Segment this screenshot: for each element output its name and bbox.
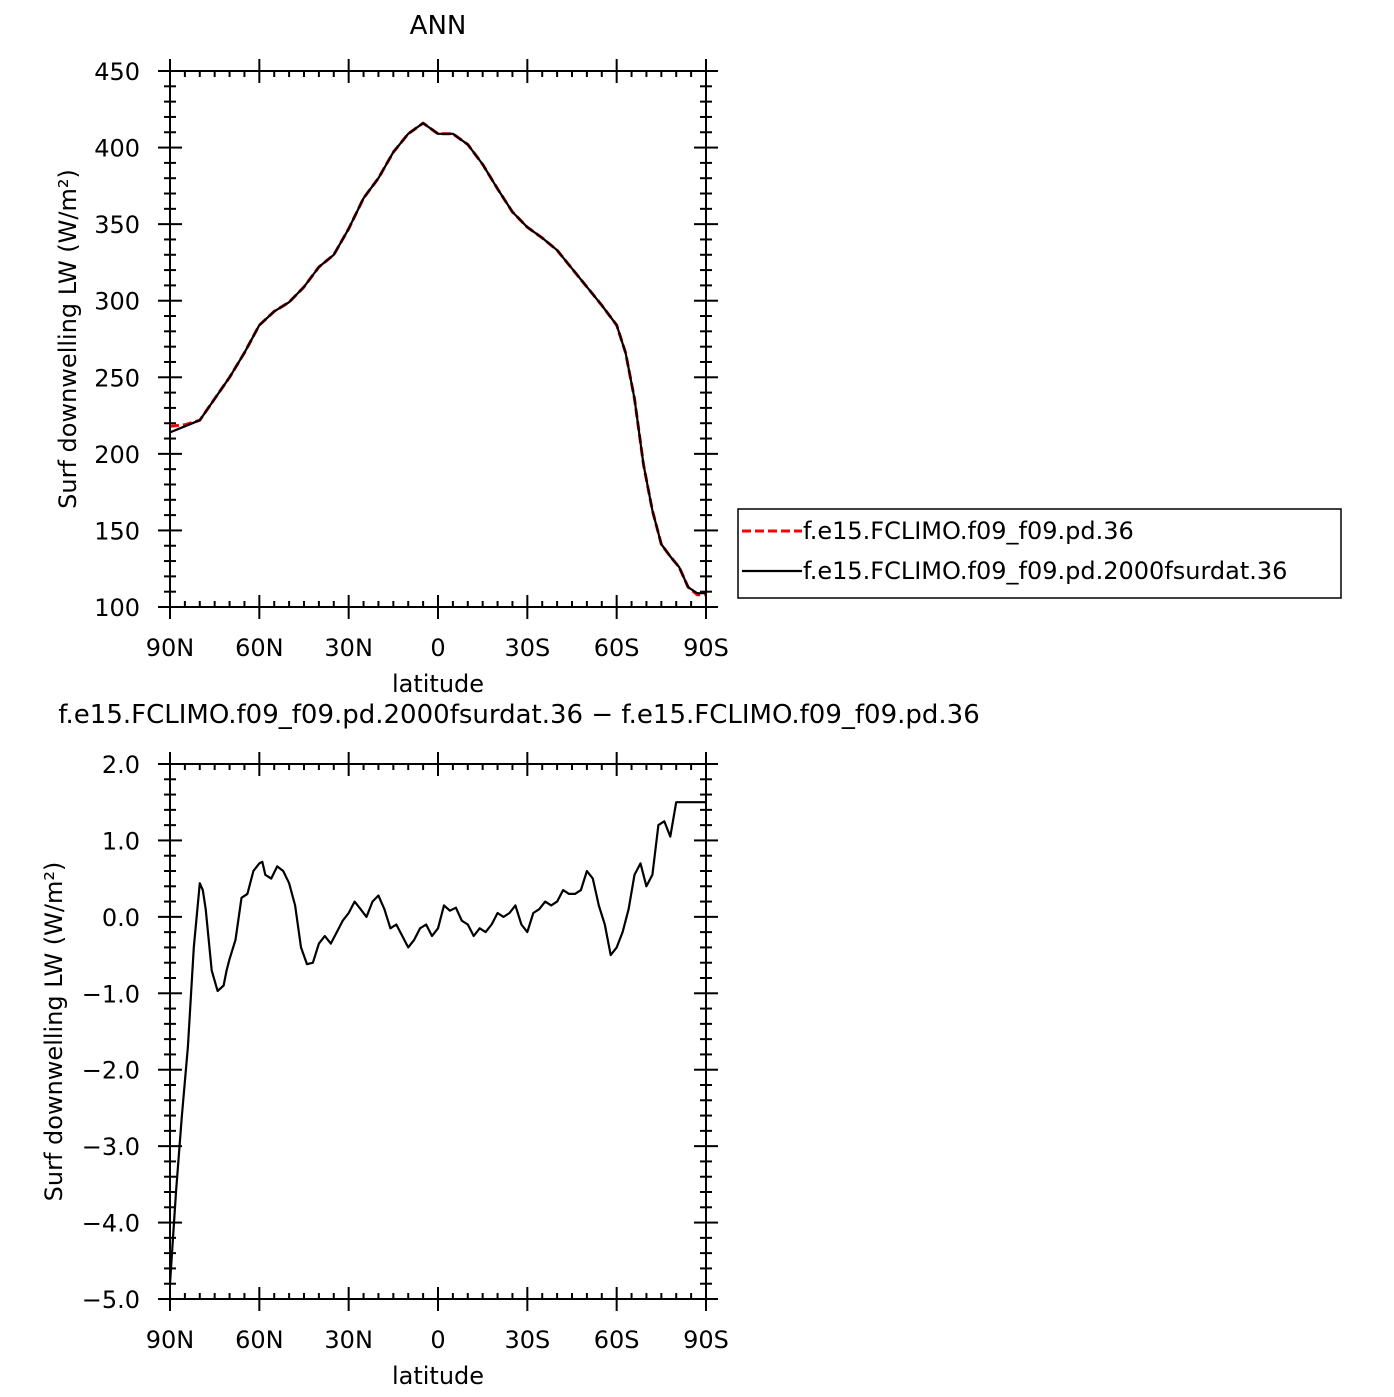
y-tick-label: −1.0 [82, 980, 140, 1008]
legend-box [737, 508, 1342, 599]
x-tick-label: 60S [594, 1326, 640, 1354]
series-line-0 [169, 121, 706, 597]
x-tick-label: 60N [235, 1326, 284, 1354]
legend-label-0: f.e15.FCLIMO.f09_f09.pd.36 [803, 517, 1134, 545]
y-axis-label: Surf downwelling LW (W/m²) [40, 862, 68, 1202]
y-tick-label: −4.0 [82, 1210, 140, 1238]
y-tick-label: 100 [94, 594, 140, 622]
y-tick-label: 2.0 [102, 751, 140, 779]
x-tick-label: 60N [235, 634, 284, 662]
y-tick-label: −3.0 [82, 1133, 140, 1161]
x-axis-label: latitude [392, 670, 484, 698]
y-tick-label: 350 [94, 211, 140, 239]
legend: f.e15.FCLIMO.f09_f09.pd.36 f.e15.FCLIMO.f… [737, 508, 1342, 599]
plot-frame [169, 763, 707, 1300]
y-tick-label: 400 [94, 135, 140, 163]
x-tick-label: 0 [430, 634, 445, 662]
y-tick-label: −2.0 [82, 1057, 140, 1085]
y-tick-label: 450 [94, 58, 140, 86]
y-tick-label: 250 [94, 364, 140, 392]
x-tick-label: 90N [146, 1326, 195, 1354]
legend-label-1: f.e15.FCLIMO.f09_f09.pd.2000fsurdat.36 [803, 557, 1287, 585]
y-tick-label: 200 [94, 441, 140, 469]
y-tick-label: 0.0 [102, 904, 140, 932]
plot-frame [169, 70, 707, 608]
y-axis-label: Surf downwelling LW (W/m²) [54, 169, 82, 509]
series-line-1 [169, 122, 706, 595]
difference-line-chart: 90N 60N 30N 0 30S 60S 90S −5.0 −4.0 −3.0 −2.0 −1.0 0… [40, 700, 980, 1390]
upper-line-chart: 90N 60N 30N 0 30S 60S 90S 100 150 200 250 300 350 400… [54, 11, 729, 698]
y-tick-label: 1.0 [102, 827, 140, 855]
x-tick-label: 30S [504, 634, 550, 662]
x-tick-label: 30N [324, 1326, 373, 1354]
chart-title: f.e15.FCLIMO.f09_f09.pd.2000fsurdat.36 −… [58, 700, 979, 730]
x-tick-label: 90N [146, 634, 195, 662]
x-tick-label: 60S [594, 634, 640, 662]
series-line-0 [168, 801, 706, 1284]
x-tick-label: 90S [683, 1326, 729, 1354]
y-tick-label: 300 [94, 288, 140, 316]
chart-title: ANN [410, 11, 467, 41]
y-tick-label: −5.0 [82, 1286, 140, 1314]
x-tick-label: 90S [683, 634, 729, 662]
x-axis-label: latitude [392, 1362, 484, 1390]
x-tick-label: 30N [324, 634, 373, 662]
y-tick-label: 150 [94, 517, 140, 545]
x-tick-label: 0 [430, 1326, 445, 1354]
x-tick-label: 30S [504, 1326, 550, 1354]
